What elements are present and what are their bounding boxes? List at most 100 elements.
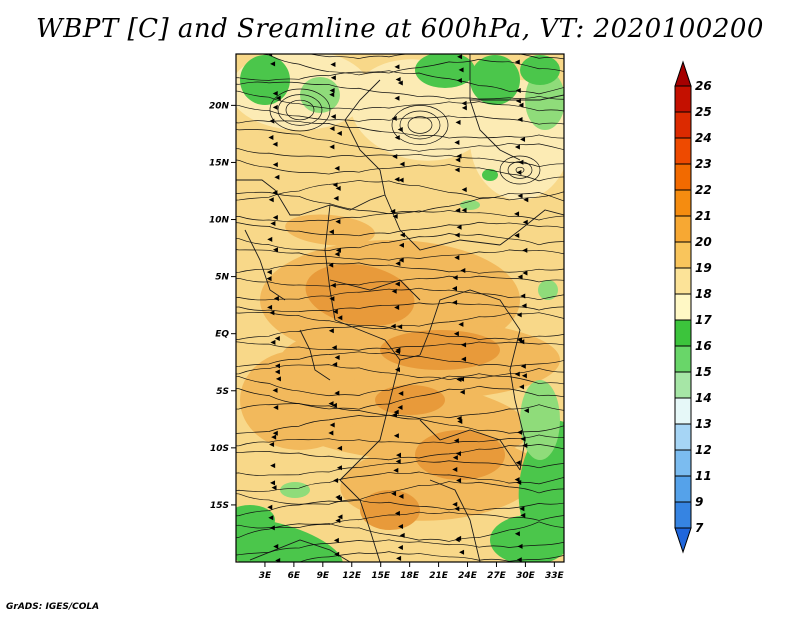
streamline-arrow: [461, 105, 467, 111]
streamline-arrow: [457, 418, 463, 424]
streamline-swirl: [407, 116, 433, 134]
streamline-arrow: [516, 312, 522, 318]
streamline-arrow: [329, 144, 335, 150]
streamline-arrow: [461, 187, 467, 193]
streamline: [236, 364, 564, 381]
streamline-arrow: [399, 232, 405, 238]
streamline-arrow: [452, 285, 458, 291]
streamline-arrow: [270, 480, 276, 486]
streamline-arrow: [523, 197, 529, 203]
streamline-arrow: [454, 537, 460, 543]
streamline-arrow: [395, 452, 401, 458]
streamline-arrow: [520, 363, 526, 369]
colorbar-label: 9: [695, 495, 703, 509]
streamline-arrow: [275, 376, 281, 382]
colorbar-swatch: [674, 85, 692, 113]
streamline-arrow: [334, 165, 340, 171]
border-line: [299, 329, 331, 381]
streamline-arrow: [393, 409, 399, 415]
colorbar-swatch: [674, 163, 692, 191]
footer-credit: GrADS: IGES/COLA: [6, 602, 100, 612]
streamline-swirl: [277, 94, 323, 126]
lon-tick-label: 9E: [317, 571, 330, 581]
streamline-arrow: [267, 236, 273, 242]
lon-tick-label: 15E: [371, 571, 391, 581]
streamline-arrow: [269, 310, 275, 316]
border-line: [419, 419, 521, 471]
streamline-arrow: [267, 304, 273, 310]
streamline-arrow: [270, 220, 276, 226]
streamline-arrow: [274, 174, 280, 180]
streamline: [259, 54, 564, 76]
streamline: [236, 104, 564, 125]
streamline-arrow: [517, 116, 523, 122]
streamline-arrow: [452, 467, 458, 473]
streamline-arrow: [456, 224, 462, 230]
streamline: [308, 54, 564, 60]
green-patch: [538, 280, 558, 300]
streamline-arrow: [454, 139, 460, 145]
streamline-arrow: [335, 219, 341, 225]
colorbar-swatch: [674, 137, 692, 165]
streamline-arrow: [272, 90, 278, 96]
lat-tick-label: 15S: [210, 501, 229, 511]
streamline: [236, 210, 564, 223]
colorbar-swatch: [674, 397, 692, 425]
latitude-axis: 20N 15N 10N 5N EQ 5S 10S 15S: [209, 101, 236, 511]
streamline-arrow: [335, 247, 341, 253]
colorbar-label: 13: [695, 417, 712, 431]
streamline-arrow: [275, 95, 281, 101]
streamline-arrow: [336, 465, 342, 471]
lon-tick-label: 33E: [545, 571, 565, 581]
streamline-arrow: [270, 463, 276, 469]
streamline-arrow: [453, 331, 459, 337]
streamline-arrow: [394, 349, 400, 355]
colorbar-swatch: [674, 501, 692, 529]
colorbar-swatch: [674, 475, 692, 503]
streamline-arrow: [391, 288, 397, 294]
streamline-arrow: [458, 67, 464, 73]
streamline-arrow: [399, 161, 405, 167]
streamline-arrow: [334, 354, 340, 360]
border-line: [429, 479, 481, 562]
streamline-arrow: [398, 493, 404, 499]
chart-title: WBPT [C] and Sreamline at 600hPa, VT: 20…: [36, 14, 764, 44]
lat-tick-label: 10N: [209, 216, 230, 226]
streamline-arrow: [454, 167, 460, 173]
border-line: [384, 194, 501, 251]
streamline-arrow: [332, 309, 338, 315]
streamline-arrow: [332, 362, 338, 368]
streamline-arrow: [274, 336, 280, 342]
field-patch: [270, 140, 390, 200]
streamline: [236, 90, 564, 112]
streamline-arrow: [329, 87, 335, 93]
border-line: [419, 289, 521, 356]
streamline: [236, 444, 564, 461]
streamline-arrow: [334, 251, 340, 257]
streamline-swirl: [499, 155, 541, 185]
streamline-arrow: [390, 323, 396, 329]
colorbar-label: 7: [695, 521, 704, 535]
streamline-swirl: [507, 161, 533, 179]
colorbar-swatch: [674, 345, 692, 373]
border-line: [339, 479, 381, 562]
streamline-arrow: [460, 268, 466, 274]
streamline-arrow: [397, 80, 403, 86]
streamline-arrow: [398, 242, 404, 248]
streamline-arrow: [520, 293, 526, 299]
streamline-arrow: [456, 478, 462, 484]
streamline-arrow: [397, 324, 403, 330]
streamline-arrow: [267, 504, 273, 510]
colorbar-bottom-arrow: [674, 527, 692, 554]
streamline-arrow: [514, 59, 520, 65]
streamline-arrow: [328, 229, 334, 235]
streamline-arrow: [335, 185, 341, 191]
streamline-arrow: [330, 282, 336, 288]
streamlines: [236, 54, 564, 562]
streamline-arrow: [328, 401, 334, 407]
lon-tick-label: 6E: [288, 571, 301, 581]
streamline-arrow: [522, 270, 528, 276]
streamline-arrow: [397, 404, 403, 410]
streamline-arrow: [452, 300, 458, 306]
streamline-arrow: [514, 233, 520, 239]
